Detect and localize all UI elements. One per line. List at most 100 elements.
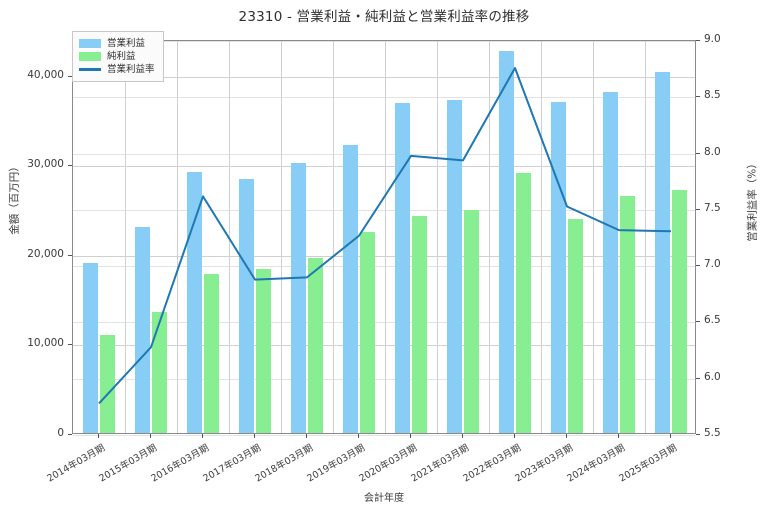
bar-group [229, 41, 281, 433]
gridline-right [73, 266, 695, 268]
bar-net-profit [255, 269, 272, 433]
bar-net-profit [203, 273, 220, 433]
bar-group [437, 41, 489, 433]
gridline [73, 166, 695, 168]
y-axis-left-tick-label: 10,000 [27, 337, 64, 350]
bar-operating-profit [550, 101, 567, 433]
bar-net-profit [307, 258, 324, 433]
y-axis-right-tick [696, 265, 700, 267]
bar-net-profit [99, 334, 116, 433]
gridline-vertical [177, 41, 178, 433]
y-axis-left-tick [68, 165, 72, 167]
bar-group [333, 41, 385, 433]
bar-net-profit [619, 195, 636, 433]
x-axis-tick [462, 434, 463, 438]
y-axis-left-label: 金額（百万円） [8, 161, 21, 235]
bar-group [385, 41, 437, 433]
legend-bar-swatch [79, 52, 101, 61]
x-axis-tick [306, 434, 307, 438]
bar-operating-profit [186, 172, 203, 433]
legend-label: 営業利益 [107, 37, 146, 49]
chart-legend: 営業利益 純利益 営業利益率 [72, 31, 164, 82]
gridline-right [73, 322, 695, 324]
gridline-vertical [593, 41, 594, 433]
gridline-vertical [645, 41, 646, 433]
y-axis-right-tick-label: 5.5 [704, 427, 721, 439]
bar-net-profit [151, 312, 168, 433]
x-axis-tick [150, 434, 151, 438]
bar-operating-profit [394, 103, 411, 433]
legend-item: 純利益 [79, 50, 155, 63]
gridline [73, 76, 695, 78]
gridline-right [73, 153, 695, 155]
plot-area [72, 40, 697, 436]
gridline-right [73, 378, 695, 380]
bar-operating-profit [342, 144, 359, 433]
bar-group [125, 41, 177, 433]
y-axis-left-tick [68, 254, 72, 256]
bar-operating-profit [134, 227, 151, 433]
y-axis-right-tick [696, 377, 700, 379]
x-axis-tick [514, 434, 515, 438]
bar-operating-profit [654, 72, 671, 433]
x-axis-tick [358, 434, 359, 438]
bar-group [73, 41, 125, 433]
x-axis-tick [410, 434, 411, 438]
gridline-vertical [385, 41, 386, 433]
gridline-right [73, 435, 695, 436]
y-axis-right-tick-label: 7.5 [704, 201, 721, 214]
y-axis-right-tick [696, 321, 700, 323]
bar-group [489, 41, 541, 433]
x-axis-tick [254, 434, 255, 438]
y-axis-right-label: 営業利益率（%） [746, 158, 759, 242]
gridline-vertical [281, 41, 282, 433]
line-operating-margin [98, 67, 672, 405]
bar-net-profit [567, 219, 584, 433]
y-axis-right-tick-label: 9.0 [704, 33, 721, 45]
bar-operating-profit [498, 50, 515, 433]
gridline-right [73, 209, 695, 211]
y-axis-right-tick [696, 96, 700, 98]
bar-net-profit [411, 216, 428, 433]
legend-label: 純利益 [107, 50, 136, 62]
chart-title: 23310 - 営業利益・純利益と営業利益率の推移 [238, 9, 530, 25]
y-axis-right-tick-label: 8.5 [704, 89, 721, 102]
bar-operating-profit [602, 91, 619, 433]
x-axis-tick [618, 434, 619, 438]
legend-item: 営業利益 [79, 37, 155, 50]
y-axis-left-tick-label: 0 [57, 427, 64, 439]
y-axis-left-tick-label: 20,000 [27, 247, 64, 260]
bar-net-profit [671, 190, 688, 433]
x-axis-tick [566, 434, 567, 438]
x-axis-tick [202, 434, 203, 438]
gridline-vertical [489, 41, 490, 433]
bar-group [281, 41, 333, 433]
y-axis-right-tick [696, 434, 700, 435]
y-axis-left-tick-label: 40,000 [27, 68, 64, 81]
y-axis-right-tick [696, 152, 700, 154]
x-axis-tick [98, 434, 99, 438]
gridline-right [73, 41, 695, 42]
gridline-vertical [125, 41, 126, 433]
gridline-vertical [437, 41, 438, 433]
legend-line-swatch [79, 68, 101, 71]
bar-group [541, 41, 593, 433]
legend-bar-swatch [79, 39, 101, 48]
bar-operating-profit [446, 99, 463, 433]
y-axis-left-tick [68, 344, 72, 346]
y-axis-left-tick [68, 75, 72, 77]
y-axis-left-tick-label: 30,000 [27, 158, 64, 171]
gridline-vertical [541, 41, 542, 433]
gridline [73, 345, 695, 347]
gridline [73, 255, 695, 257]
y-axis-right-tick [696, 40, 700, 41]
bar-operating-profit [290, 163, 307, 433]
bar-group [645, 41, 697, 433]
bar-operating-profit [238, 178, 255, 433]
bar-net-profit [463, 210, 480, 433]
legend-label: 営業利益率 [107, 63, 155, 75]
x-axis-tick [670, 434, 671, 438]
y-axis-right-tick-label: 6.0 [704, 370, 721, 383]
legend-item: 営業利益率 [79, 63, 155, 76]
